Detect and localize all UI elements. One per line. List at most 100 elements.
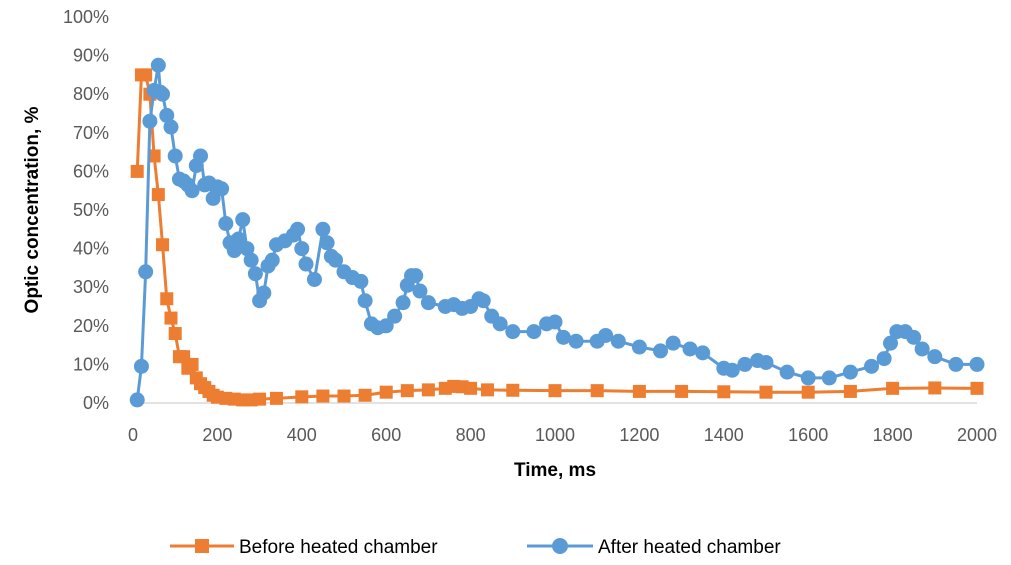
- data-point-before: [139, 68, 153, 82]
- data-point-before: [928, 381, 942, 395]
- data-point-after: [142, 113, 158, 129]
- data-point-after: [298, 256, 314, 272]
- data-point-after: [420, 295, 436, 311]
- data-point-after: [682, 341, 698, 357]
- data-point-before: [253, 392, 267, 406]
- data-point-before: [269, 391, 283, 405]
- legend: Before heated chamber After heated chamb…: [170, 537, 781, 558]
- y-tick-label: 80%: [73, 84, 109, 104]
- data-point-after: [758, 354, 774, 370]
- data-point-before: [337, 389, 351, 403]
- data-point-after: [842, 364, 858, 380]
- x-tick-label: 600: [371, 425, 401, 445]
- data-point-after: [695, 345, 711, 361]
- data-point-after: [129, 392, 145, 408]
- y-tick-label: 70%: [73, 123, 109, 143]
- data-point-after: [247, 266, 263, 282]
- data-point-after: [631, 339, 647, 355]
- data-point-after: [475, 293, 491, 309]
- data-point-after: [214, 181, 230, 197]
- data-point-before: [316, 389, 330, 403]
- data-point-after: [821, 370, 837, 386]
- y-tick-label: 30%: [73, 277, 109, 297]
- data-point-after: [193, 148, 209, 164]
- series-after: [129, 57, 985, 408]
- data-point-after: [412, 283, 428, 299]
- series-line-after: [135, 63, 977, 401]
- y-tick-label: 90%: [73, 46, 109, 66]
- data-point-after: [133, 358, 149, 374]
- data-point-after: [906, 329, 922, 345]
- data-point-after: [408, 268, 424, 284]
- y-tick-label: 40%: [73, 239, 109, 259]
- data-point-after: [927, 349, 943, 365]
- data-point-after: [395, 295, 411, 311]
- data-point-after: [948, 356, 964, 372]
- data-point-before: [168, 327, 182, 341]
- data-point-before: [632, 384, 646, 398]
- series-layer: [129, 57, 985, 408]
- data-point-before: [548, 384, 562, 398]
- y-tick-label: 0%: [83, 393, 109, 413]
- data-point-after: [239, 241, 255, 257]
- data-point-after: [167, 148, 183, 164]
- data-point-after: [294, 241, 310, 257]
- data-point-before: [886, 381, 900, 395]
- data-point-before: [185, 357, 199, 371]
- data-point-after: [357, 293, 373, 309]
- data-point-after: [568, 333, 584, 349]
- legend-marker-after: [552, 538, 568, 554]
- data-point-after: [724, 362, 740, 378]
- data-point-after: [218, 216, 234, 232]
- series-before: [130, 68, 984, 407]
- legend-item-after: After heated chamber: [527, 537, 781, 558]
- data-point-after: [492, 316, 508, 332]
- data-point-after: [306, 271, 322, 287]
- data-point-before: [970, 381, 984, 395]
- data-point-before: [801, 385, 815, 399]
- legend-item-before: Before heated chamber: [170, 537, 438, 558]
- data-point-before: [480, 383, 494, 397]
- data-point-before: [421, 383, 435, 397]
- data-point-after: [653, 343, 668, 359]
- data-point-after: [387, 308, 403, 324]
- data-point-after: [969, 356, 985, 372]
- data-point-after: [779, 364, 795, 380]
- x-tick-label: 2000: [957, 425, 997, 445]
- data-point-after: [155, 86, 171, 102]
- data-point-before: [675, 384, 689, 398]
- data-point-after: [378, 318, 394, 334]
- data-point-before: [164, 311, 178, 325]
- data-point-before: [506, 383, 520, 397]
- data-point-after: [914, 341, 930, 357]
- y-tick-label: 100%: [63, 7, 109, 27]
- x-axis-title: Time, ms: [514, 460, 596, 481]
- x-tick-label: 1800: [873, 425, 913, 445]
- x-tick-label: 1200: [619, 425, 659, 445]
- x-tick-label: 800: [456, 425, 486, 445]
- x-tick-label: 1600: [788, 425, 828, 445]
- y-tick-label: 10%: [73, 354, 109, 374]
- data-point-before: [130, 164, 144, 178]
- y-tick-label: 60%: [73, 161, 109, 181]
- x-tick-label: 1000: [535, 425, 575, 445]
- data-point-after: [290, 221, 306, 237]
- y-axis-ticks: 0% 10% 20% 30% 40% 50% 60% 70% 80% 90% 100%: [63, 7, 109, 413]
- data-point-after: [235, 212, 251, 228]
- series-line-before: [135, 73, 978, 402]
- data-point-after: [264, 252, 280, 268]
- data-point-before: [843, 384, 857, 398]
- data-point-before: [151, 188, 165, 202]
- x-tick-label: 1400: [704, 425, 744, 445]
- data-point-after: [800, 370, 816, 386]
- data-point-after: [737, 356, 753, 372]
- data-point-after: [328, 252, 344, 268]
- data-point-after: [184, 183, 200, 199]
- data-point-after: [353, 273, 369, 289]
- data-point-before: [590, 384, 604, 398]
- data-point-after: [138, 264, 154, 280]
- data-point-after: [159, 107, 175, 123]
- data-point-before: [400, 384, 414, 398]
- data-point-after: [598, 327, 614, 343]
